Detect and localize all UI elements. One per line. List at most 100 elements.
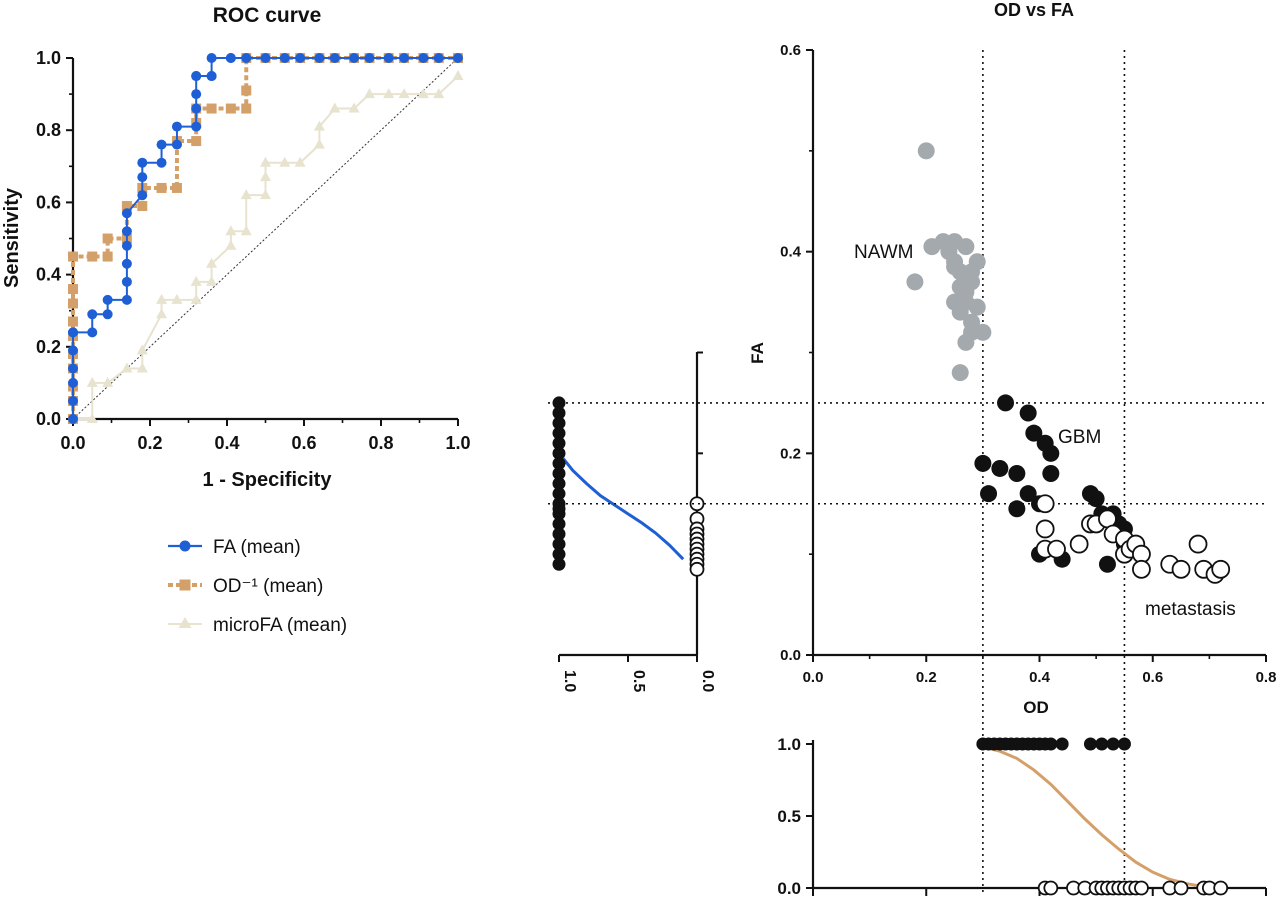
roc-point-fa <box>121 276 132 287</box>
roc-point-fa <box>87 309 98 320</box>
roc-point-od <box>102 251 113 262</box>
roc-x-tick-label: 0.2 <box>137 433 162 453</box>
fa-logistic-point-class1 <box>552 446 566 460</box>
scatter-point-metastasis <box>1035 494 1055 514</box>
roc-point-microfa <box>121 362 133 373</box>
roc-point-fa <box>68 363 78 374</box>
od-logistic-point-class1 <box>1083 737 1097 751</box>
scatter-y-tick-label: 0.6 <box>780 42 801 59</box>
od-logistic-point-class0 <box>1134 880 1149 896</box>
fa-logistic-plot: 1.0 0.5 0.0 <box>552 351 716 692</box>
scatter-point-gbm <box>1098 555 1116 573</box>
roc-point-fa <box>399 53 410 63</box>
roc-title: ROC curve <box>213 4 322 27</box>
scatter-point-nawm <box>968 253 986 271</box>
scatter-point-gbm <box>1087 490 1105 508</box>
roc-point-microfa <box>313 138 325 149</box>
roc-point-microfa <box>190 293 202 304</box>
scatter-x-label: OD <box>1023 698 1049 717</box>
roc-x-tick-label: 0.0 <box>60 433 85 453</box>
fa-logistic-point-class1 <box>552 517 566 531</box>
roc-point-od <box>171 182 182 193</box>
fa-logistic-point-class1 <box>552 426 566 440</box>
legend-item-fa: FA (mean) <box>168 537 301 558</box>
roc-plot: 0.0 0.2 0.4 0.6 0.8 1.0 0.0 0.2 0.4 0.6 0.8 1.0 <box>36 48 471 453</box>
od-logistic-fit-curve <box>982 745 1204 889</box>
legend-marker-fa <box>179 540 191 552</box>
annotation-nawm: NAWM <box>854 242 913 263</box>
roc-x-tick-label: 0.6 <box>291 433 316 453</box>
scatter-title: OD vs FA <box>994 0 1074 20</box>
roc-point-microfa <box>260 171 271 182</box>
od-logistic-point-class0 <box>1173 880 1189 896</box>
roc-point-microfa <box>225 225 237 236</box>
roc-point-fa <box>68 395 78 406</box>
roc-point-fa <box>314 53 325 63</box>
roc-y-tick-label: 0.8 <box>36 120 61 140</box>
od-logistic-y-tick-label: 1.0 <box>777 735 801 754</box>
legend-label-fa: FA (mean) <box>213 537 301 558</box>
roc-point-fa <box>137 172 148 183</box>
fa-logistic-point-class1 <box>552 527 566 541</box>
roc-point-microfa <box>156 293 168 304</box>
roc-point-microfa <box>348 102 360 113</box>
scatter-point-gbm <box>1042 444 1060 462</box>
scatter-point-metastasis <box>1132 559 1151 579</box>
roc-point-od <box>87 251 98 262</box>
roc-y-label: Sensitivity <box>1 187 23 288</box>
scatter-point-gbm <box>1042 465 1060 482</box>
roc-point-fa <box>191 89 202 100</box>
roc-point-od <box>225 103 236 114</box>
fa-logistic-point-class1 <box>552 406 566 420</box>
scatter-point-gbm <box>1019 485 1037 503</box>
legend-marker-microfa <box>178 617 192 628</box>
annotation-metastasis: metastasis <box>1145 599 1236 620</box>
roc-point-od <box>206 103 217 114</box>
roc-point-fa <box>295 53 306 63</box>
roc-point-fa <box>453 53 463 63</box>
roc-point-microfa <box>294 156 306 167</box>
roc-point-microfa <box>260 189 271 200</box>
roc-point-fa <box>156 157 167 168</box>
roc-x-tick-label: 0.4 <box>214 433 239 453</box>
roc-point-microfa <box>102 376 114 387</box>
scatter-point-gbm <box>1008 465 1026 482</box>
roc-point-od <box>68 284 78 295</box>
fa-logistic-point-class1 <box>552 416 566 430</box>
fa-logistic-x-tick-label: 0.0 <box>699 670 716 692</box>
scatter-point-gbm <box>1008 500 1026 518</box>
fa-logistic-point-class1 <box>552 507 566 521</box>
legend-label-od: OD⁻¹ (mean) <box>213 576 323 597</box>
legend-item-microfa: microFA (mean) <box>168 615 347 636</box>
od-logistic-point-class0 <box>1213 880 1229 896</box>
roc-point-fa <box>349 53 360 63</box>
roc-point-fa <box>241 53 252 63</box>
od-logistic-point-class1 <box>1095 737 1109 751</box>
scatter-x-tick-label: 0.6 <box>1142 669 1163 686</box>
fa-logistic-fit-curve <box>561 457 685 561</box>
od-logistic-y-tick-label: 0.0 <box>777 879 801 898</box>
roc-y-tick-label: 0.0 <box>36 409 61 429</box>
scatter-point-nawm <box>906 273 924 291</box>
roc-point-fa <box>329 53 340 63</box>
fa-logistic-point-class1 <box>552 477 566 491</box>
scatter-x-tick-label: 0.2 <box>916 669 937 686</box>
roc-point-fa <box>121 226 132 237</box>
legend-item-od: OD⁻¹ (mean) <box>168 576 323 597</box>
scatter-x-tick-label: 0.8 <box>1256 669 1277 686</box>
fa-logistic-point-class1 <box>552 467 566 480</box>
fa-logistic-point-class1 <box>552 396 566 410</box>
scatter-point-gbm <box>974 454 992 472</box>
roc-point-fa <box>68 345 78 356</box>
roc-point-microfa <box>417 88 429 99</box>
roc-point-fa <box>121 294 132 305</box>
roc-point-microfa <box>260 156 271 167</box>
roc-point-microfa <box>206 257 218 268</box>
scatter-y-tick-label: 0.0 <box>780 647 801 664</box>
roc-point-microfa <box>136 362 148 373</box>
scatter-point-metastasis <box>1188 534 1208 554</box>
fa-logistic-x-tick-label: 1.0 <box>561 670 578 692</box>
roc-y-tick-label: 1.0 <box>36 48 61 68</box>
roc-point-microfa <box>86 376 98 387</box>
legend-label-microfa: microFA (mean) <box>213 615 347 636</box>
